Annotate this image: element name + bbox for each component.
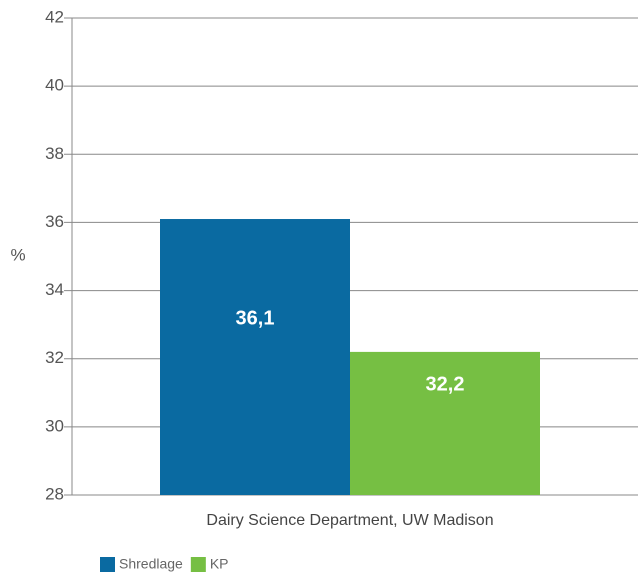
x-tick-label: Dairy Science Department, UW Madison <box>206 512 493 529</box>
legend-swatch <box>190 557 206 572</box>
y-tick-label: 42 <box>45 7 64 26</box>
y-axis-label: % <box>10 245 25 264</box>
data-label: 36,1 <box>236 307 275 329</box>
bar <box>160 219 350 495</box>
y-tick-label: 34 <box>45 280 64 299</box>
bar <box>350 351 540 495</box>
y-tick-label: 36 <box>45 212 64 231</box>
legend-label: Shredlage <box>119 556 183 572</box>
legend-label: KP <box>210 556 229 572</box>
y-tick-label: 30 <box>45 416 64 435</box>
y-tick-label: 40 <box>45 76 64 95</box>
data-label: 32,2 <box>426 374 465 396</box>
legend-swatch <box>100 557 115 572</box>
y-tick-label: 28 <box>45 484 64 503</box>
y-tick-label: 32 <box>45 348 64 367</box>
y-tick-label: 38 <box>45 144 64 163</box>
